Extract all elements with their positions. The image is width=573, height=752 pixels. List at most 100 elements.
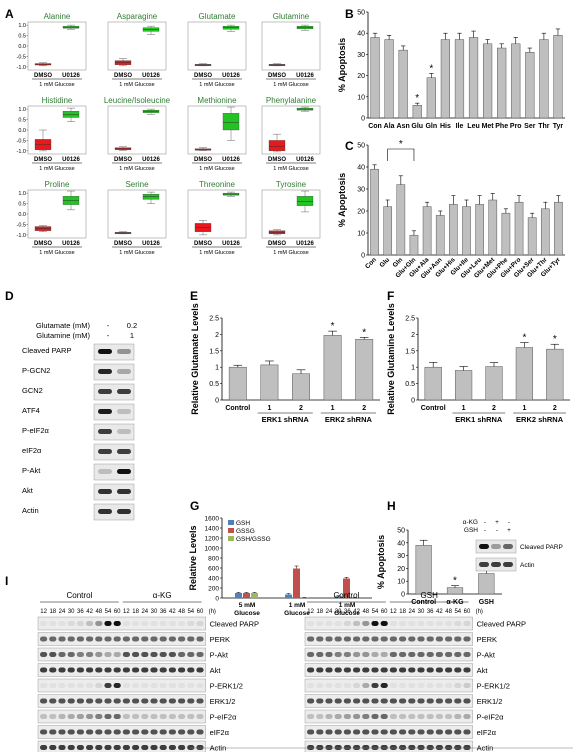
blot-strip <box>304 647 473 662</box>
x-tick-label: Con <box>364 256 378 270</box>
glucose-label: 1 mM Glucose <box>273 82 308 88</box>
box-dmso <box>194 64 212 67</box>
band <box>86 667 94 673</box>
band <box>150 714 158 719</box>
band <box>187 621 195 626</box>
blot-label: GCN2 <box>22 386 43 395</box>
band <box>408 652 416 657</box>
treatment-label: U0126 <box>296 241 314 247</box>
band <box>67 667 75 673</box>
bar <box>511 43 521 119</box>
blot-strip <box>93 483 135 501</box>
bar <box>485 366 503 401</box>
group-label: α-KG <box>153 591 172 600</box>
bar <box>468 37 479 119</box>
blot-label: ATF4 <box>22 406 40 415</box>
band <box>168 698 176 704</box>
x-tick-label: His <box>440 123 451 130</box>
blot-label: eIF2α <box>210 728 230 737</box>
band <box>353 745 361 750</box>
treatment-label: DMSO <box>114 157 132 163</box>
band <box>380 667 388 673</box>
y-tick-label: 200 <box>208 586 219 593</box>
band <box>380 698 388 704</box>
time-label: 24 <box>59 609 66 615</box>
band <box>399 745 407 750</box>
band <box>426 621 434 626</box>
blot-label: P-GCN2 <box>22 366 50 375</box>
bar-gsh <box>235 593 242 598</box>
x-tick-label: Glucose <box>334 610 360 617</box>
band <box>58 621 66 626</box>
band <box>159 621 167 626</box>
band <box>117 509 131 514</box>
band <box>307 621 315 626</box>
band <box>40 652 48 657</box>
legend-entry: GSH/GSSG <box>236 536 271 543</box>
boxplot-title: Phenylalanine <box>266 96 317 105</box>
band <box>178 698 186 704</box>
band <box>49 714 57 719</box>
bar <box>515 347 534 401</box>
band <box>408 636 416 642</box>
time-label: 60 <box>381 609 388 615</box>
band <box>362 621 370 626</box>
band <box>141 636 149 642</box>
treatment-label: U0126 <box>62 241 80 247</box>
band <box>503 544 513 549</box>
band <box>343 729 351 735</box>
band <box>454 683 462 688</box>
band <box>316 636 324 642</box>
y-tick-label: 30 <box>397 553 405 560</box>
bar <box>424 366 442 401</box>
band <box>371 683 379 688</box>
band <box>40 698 48 704</box>
y-tick: 0.0 <box>18 44 26 50</box>
boxplot-phenylalanine: Phenylalanine DMSO U0126 1 mM Glucose <box>261 96 321 172</box>
band <box>426 714 434 719</box>
band <box>104 636 112 642</box>
y-tick-label: 1200 <box>205 536 220 543</box>
band <box>117 429 131 434</box>
y-tick-label: 1 <box>411 365 415 372</box>
plot-frame <box>27 21 87 71</box>
box-dmso <box>268 140 286 152</box>
band <box>76 714 84 719</box>
band <box>113 714 121 719</box>
blot-strip <box>37 632 206 646</box>
band <box>187 667 195 673</box>
boxplot-title: Methionine <box>197 96 237 105</box>
time-label: 30 <box>151 609 158 615</box>
bar <box>553 35 563 119</box>
band <box>132 729 140 735</box>
y-axis-label: % Apoptosis <box>337 38 347 92</box>
band <box>168 652 176 657</box>
band <box>187 714 195 719</box>
x-tick-label: Pro <box>510 123 522 130</box>
group-label: GSH <box>421 591 439 600</box>
glucose-label: 1 mM Glucose <box>39 82 74 88</box>
band <box>408 667 416 673</box>
band <box>362 652 370 657</box>
group-label: Control <box>67 591 93 600</box>
x-tick-label: 1 <box>267 405 271 412</box>
y-tick: -0.5 <box>17 54 26 60</box>
x-tick-label: Met <box>482 123 495 130</box>
band <box>463 683 471 688</box>
band <box>353 667 361 673</box>
y-tick-label: 0 <box>361 253 365 260</box>
legend-swatch <box>228 536 234 541</box>
time-label: 54 <box>105 609 112 615</box>
y-tick-label: 40 <box>357 165 365 172</box>
band <box>95 652 103 657</box>
band <box>113 636 121 642</box>
band <box>178 729 186 735</box>
band <box>76 621 84 626</box>
treatment-label: DMSO <box>194 73 212 79</box>
time-label: 42 <box>353 609 360 615</box>
blot-label: Cleaved PARP <box>210 620 259 629</box>
band <box>49 621 57 626</box>
condition-value: - <box>484 519 486 526</box>
bar <box>260 364 279 401</box>
box-dmso <box>268 230 286 234</box>
